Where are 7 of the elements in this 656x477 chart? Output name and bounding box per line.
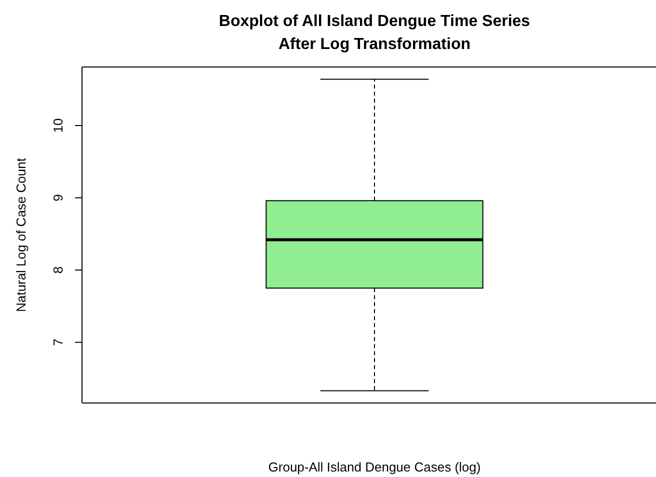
y-tick-label: 8 [50,266,66,274]
y-tick-label: 9 [50,194,66,202]
y-tick-label: 10 [50,118,66,133]
y-axis-title: Natural Log of Case Count [14,158,28,312]
chart-title: Boxplot of All Island Dengue Time Series After Log Transformation [218,13,530,53]
y-tick-label: 7 [50,338,66,346]
x-axis-title: Group-All Island Dengue Cases (log) [268,460,481,474]
